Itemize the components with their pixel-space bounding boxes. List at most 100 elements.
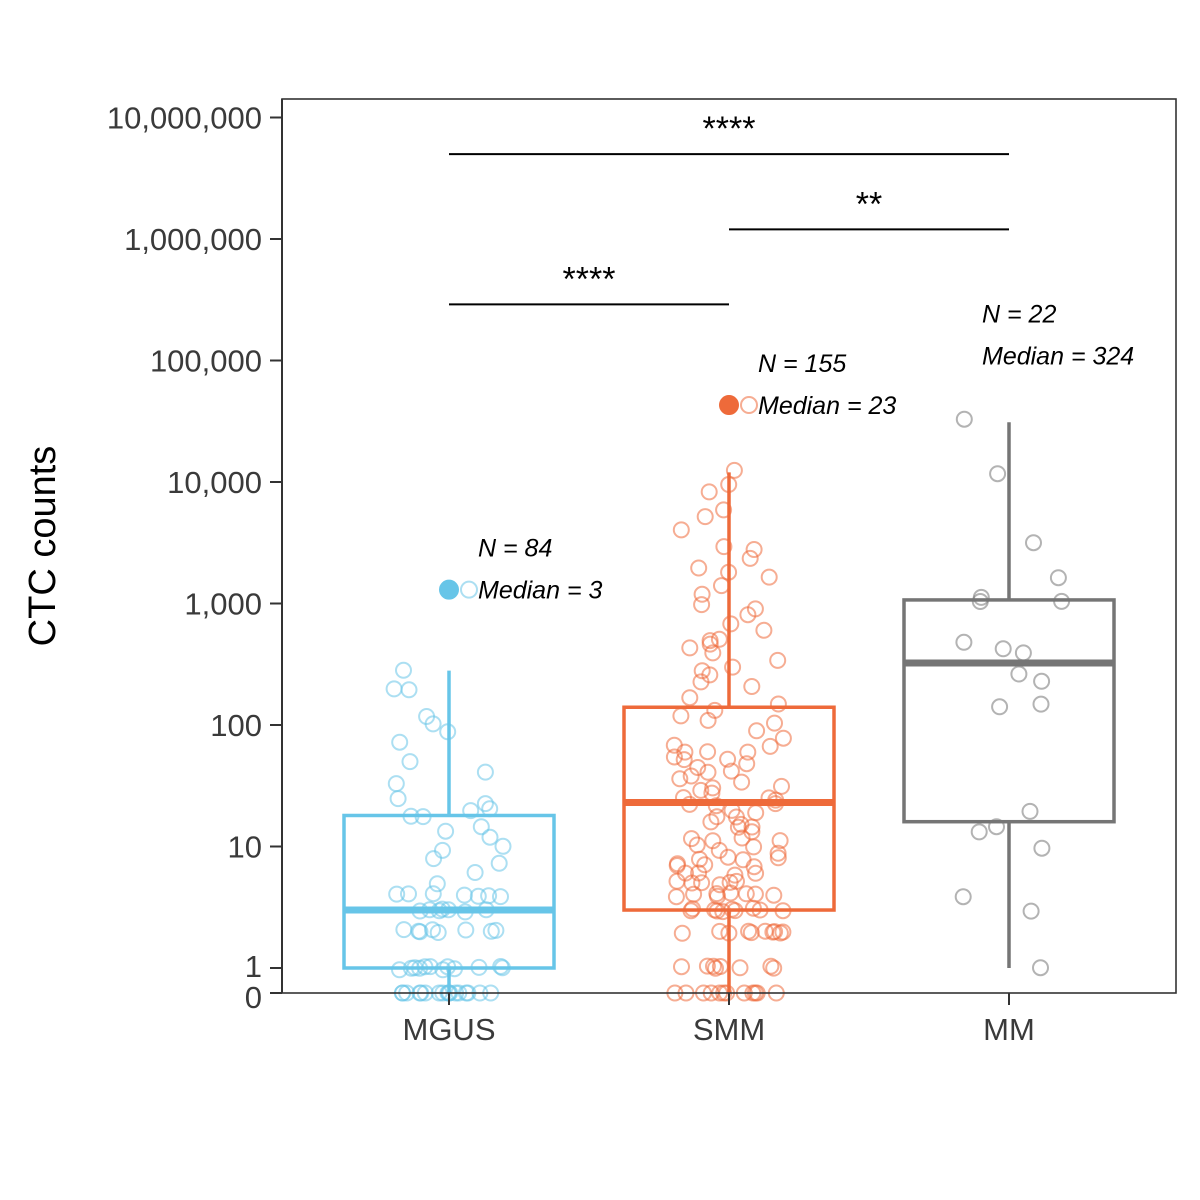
data-point-smm xyxy=(681,689,699,707)
data-point-smm xyxy=(774,923,792,941)
data-point-mm xyxy=(955,410,973,428)
data-point-mgus xyxy=(385,680,403,698)
data-point-smm xyxy=(665,748,683,766)
data-point-mgus xyxy=(395,661,412,679)
y-tick-label: 0 xyxy=(245,980,262,1015)
median-label-smm: Median = 23 xyxy=(758,392,896,420)
data-point-mm xyxy=(1032,695,1050,713)
data-point-smm xyxy=(745,541,763,558)
data-point-smm xyxy=(769,844,787,862)
data-point-smm xyxy=(675,751,693,769)
data-point-smm xyxy=(731,959,749,977)
data-point-smm xyxy=(762,957,780,975)
data-point-mgus xyxy=(424,885,442,903)
data-point-smm xyxy=(698,957,716,975)
data-point-mgus xyxy=(492,888,509,906)
data-point-smm xyxy=(756,922,774,940)
data-point-mm xyxy=(1025,534,1042,552)
data-point-mgus xyxy=(482,922,500,940)
data-point-smm xyxy=(704,779,722,797)
comparison-stars-0: **** xyxy=(703,110,756,148)
data-point-smm xyxy=(726,866,744,884)
y-tick-label: 1,000 xyxy=(184,587,262,622)
axes: 01 10 100 1,000 10,000 100,000 1,000,000 10,000… xyxy=(107,99,1035,1047)
data-point-mgus xyxy=(494,837,512,855)
data-point-smm xyxy=(761,737,779,755)
data-point-smm xyxy=(704,644,722,662)
data-point-smm xyxy=(738,755,756,773)
data-point-smm xyxy=(769,695,787,713)
data-point-mgus xyxy=(428,875,446,893)
data-point-smm xyxy=(747,864,765,882)
data-point-smm xyxy=(690,559,708,577)
data-point-smm xyxy=(734,851,752,869)
data-point-smm xyxy=(729,818,747,836)
data-point-smm xyxy=(672,521,690,539)
data-point-smm xyxy=(699,743,717,761)
data-point-smm xyxy=(705,957,722,975)
data-point-smm xyxy=(722,615,740,633)
y-tick-label: 10 xyxy=(228,830,262,865)
data-point-smm xyxy=(741,549,759,567)
data-point-smm xyxy=(706,701,724,719)
data-point-mm xyxy=(970,823,988,841)
data-point-smm xyxy=(728,872,745,890)
data-point-mgus xyxy=(455,886,473,904)
data-point-smm xyxy=(769,651,787,669)
box-smm xyxy=(622,705,836,912)
data-point-smm xyxy=(693,662,711,680)
data-point-smm xyxy=(693,596,711,614)
y-tick-label: 10,000 xyxy=(167,465,262,500)
data-point-mgus xyxy=(388,885,406,903)
data-point-smm xyxy=(746,600,764,618)
data-point-mgus xyxy=(462,802,480,820)
box-mm xyxy=(902,598,1116,824)
data-point-smm xyxy=(774,729,792,747)
x-tick-label-smm: SMM xyxy=(693,1012,765,1047)
n-label-mgus: N = 84 xyxy=(478,535,552,563)
median-label-mm: Median = 324 xyxy=(982,342,1134,370)
data-point-smm xyxy=(710,630,728,648)
data-point-smm xyxy=(765,959,783,977)
data-point-smm xyxy=(711,876,729,894)
data-point-smm xyxy=(668,857,686,874)
data-point-smm xyxy=(700,483,718,501)
data-point-smm xyxy=(766,714,783,732)
median-label-mgus: Median = 3 xyxy=(478,577,602,605)
data-point-smm xyxy=(743,678,761,695)
data-point-smm xyxy=(681,639,699,657)
data-point-mm xyxy=(991,698,1009,716)
data-point-smm xyxy=(711,922,729,940)
y-tick-label: 1 xyxy=(245,949,262,984)
data-point-smm xyxy=(671,770,689,788)
data-point-mgus xyxy=(476,795,494,813)
data-point-smm xyxy=(748,722,766,740)
group-marker-filled-smm xyxy=(719,395,739,416)
data-point-smm xyxy=(683,830,700,848)
comparison-stars-1: ** xyxy=(856,185,882,223)
y-tick-label: 100 xyxy=(210,708,262,743)
data-point-mm xyxy=(955,633,973,651)
data-point-smm xyxy=(724,658,742,676)
data-point-mm xyxy=(1033,672,1051,690)
data-point-mgus xyxy=(466,864,484,881)
data-point-smm xyxy=(685,885,703,903)
data-point-smm xyxy=(719,750,737,768)
annotations: N = 84 Median = 3 N = 155 Median = 23 N = 22… xyxy=(439,300,1134,605)
data-point-smm xyxy=(689,759,707,776)
data-point-smm xyxy=(701,632,719,650)
data-point-mgus xyxy=(480,887,498,905)
boxes xyxy=(342,422,1116,993)
data-point-mm xyxy=(989,465,1007,483)
data-point-smm xyxy=(665,736,683,754)
data-point-smm xyxy=(760,568,778,586)
n-label-smm: N = 155 xyxy=(758,350,846,378)
data-point-smm xyxy=(725,461,743,479)
significance-comparisons: ********** xyxy=(449,110,1009,306)
data-point-mgus xyxy=(429,924,447,941)
data-point-smm xyxy=(696,856,714,874)
y-axis-title: CTC counts xyxy=(22,446,64,647)
data-point-smm xyxy=(709,887,726,905)
x-tick-label-mm: MM xyxy=(983,1012,1035,1047)
